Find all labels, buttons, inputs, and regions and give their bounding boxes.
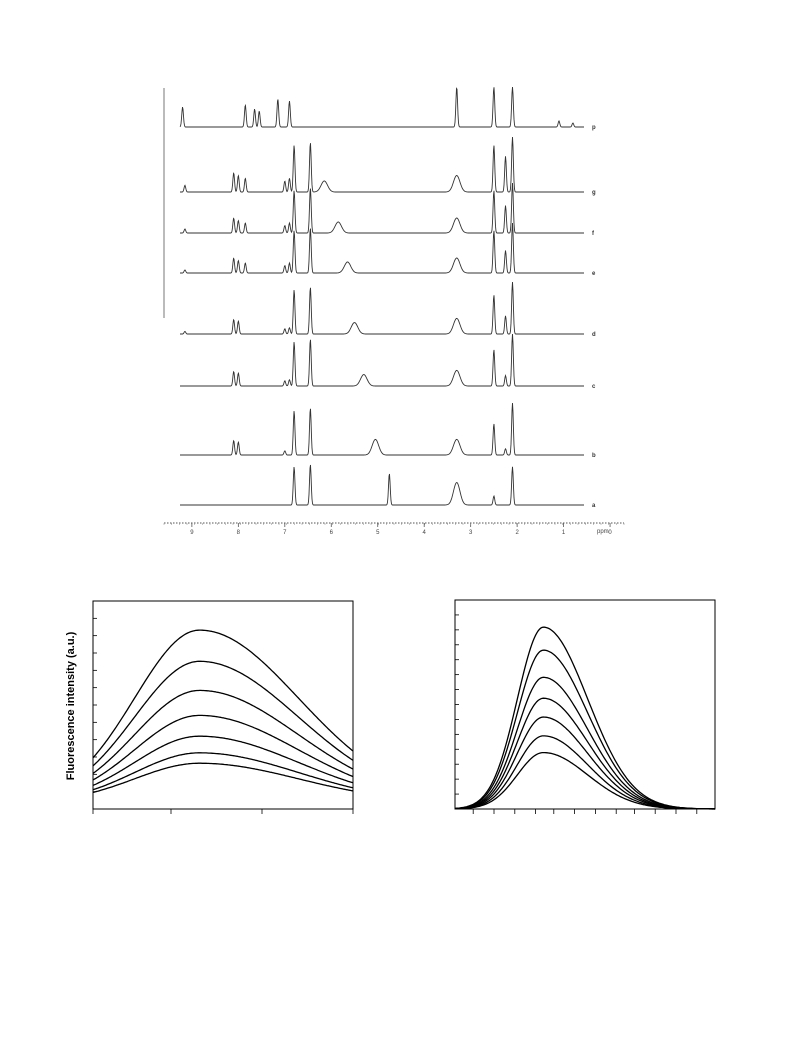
nmr-x-tick-label: 8	[237, 530, 241, 536]
nmr-trace-p	[179, 86, 584, 128]
nmr-x-tick-label: 4	[423, 530, 427, 536]
nmr-trace-label-d: d	[592, 332, 596, 338]
fluorescence-chart-right	[454, 599, 716, 814]
nmr-x-tick-label: 5	[376, 530, 380, 536]
nmr-trace-label-a: a	[592, 503, 596, 509]
fl1-curve-1	[92, 629, 354, 759]
nmr-trace-a	[180, 464, 584, 506]
fl1-curve-5	[92, 735, 354, 786]
nmr-trace-label-f: f	[592, 231, 595, 237]
nmr-trace-label-p: p	[592, 125, 596, 131]
nmr-trace-f	[180, 182, 584, 234]
nmr-x-axis-label: ppm	[597, 529, 609, 535]
nmr-trace-g	[180, 136, 584, 193]
fluorescence-chart-left: Fluorescence intensity (a.u.)	[65, 600, 354, 814]
nmr-trace-e	[180, 222, 584, 274]
nmr-trace-d	[180, 281, 584, 335]
fl-left-y-axis-label: Fluorescence intensity (a.u.)	[65, 631, 77, 780]
nmr-trace-label-g: g	[592, 190, 596, 196]
nmr-trace-c	[180, 333, 584, 387]
nmr-trace-label-c: c	[592, 384, 596, 390]
nmr-x-tick-label: 9	[190, 530, 194, 536]
nmr-x-tick-label: 3	[469, 530, 473, 536]
fl2-curve-7	[455, 751, 715, 810]
fl1-curve-4	[92, 714, 354, 781]
nmr-x-tick-label: 0	[608, 530, 612, 536]
nmr-x-tick-label: 2	[515, 530, 519, 536]
nmr-x-tick-label: 7	[283, 530, 287, 536]
nmr-trace-b	[180, 402, 584, 456]
fl1-curve-3	[92, 689, 354, 775]
nmr-spectra-stack: p g f e d c b a 9 8 7 6 5 4 3 2 1 0 ppm	[163, 86, 625, 536]
nmr-x-tick-label: 1	[562, 530, 566, 536]
fl1-curve-2	[92, 660, 354, 767]
fl1-curve-6	[92, 752, 354, 791]
nmr-trace-label-e: e	[592, 271, 596, 277]
nmr-trace-label-b: b	[592, 453, 596, 459]
nmr-x-tick-label: 6	[330, 530, 334, 536]
fl1-curve-7	[92, 762, 354, 794]
